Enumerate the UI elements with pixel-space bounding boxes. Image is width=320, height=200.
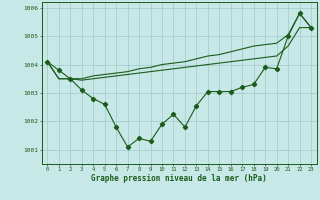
X-axis label: Graphe pression niveau de la mer (hPa): Graphe pression niveau de la mer (hPa) (91, 174, 267, 183)
